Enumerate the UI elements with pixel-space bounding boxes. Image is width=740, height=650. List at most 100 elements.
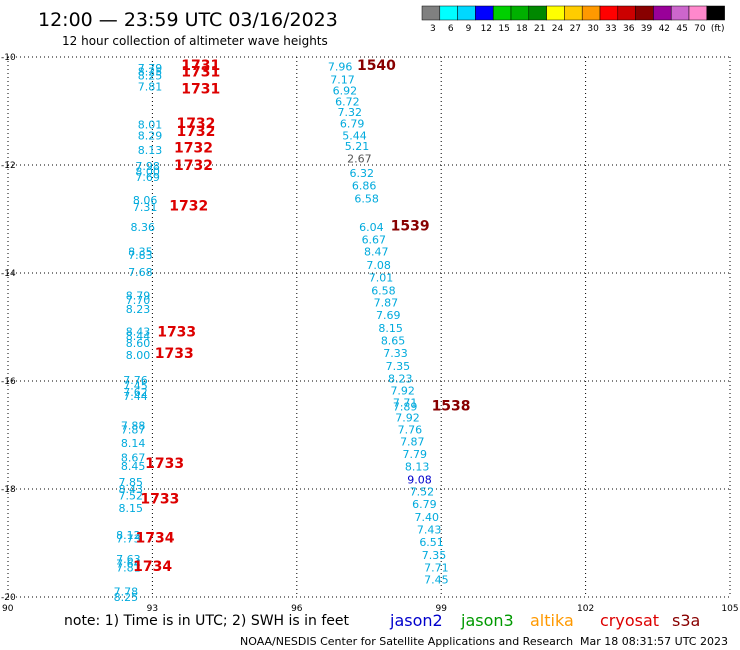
wave-height-value: 8.36 bbox=[131, 221, 156, 234]
x-tick-label: 99 bbox=[435, 604, 447, 614]
wave-height-value: 6.67 bbox=[362, 234, 387, 247]
wave-height-value: 7.63 bbox=[116, 553, 141, 566]
x-tick-label: 90 bbox=[2, 604, 14, 614]
scale-swatch bbox=[706, 5, 725, 21]
wave-height-value: 7.79 bbox=[138, 62, 163, 75]
wave-height-value: 7.71 bbox=[424, 561, 449, 574]
wave-height-value: 8.15 bbox=[378, 322, 403, 335]
wave-height-value: 8.14 bbox=[121, 437, 146, 450]
scale-label: 39 bbox=[641, 24, 653, 34]
wave-height-value: 8.12 bbox=[116, 529, 141, 542]
scale-swatch bbox=[421, 5, 441, 21]
pass-time-label: 1538 bbox=[432, 398, 471, 414]
wave-height-value: 8.25 bbox=[114, 591, 139, 604]
scale-label: 21 bbox=[534, 24, 545, 34]
scale-swatch bbox=[439, 5, 458, 21]
pass-time-label: 1732 bbox=[174, 141, 213, 157]
wave-height-value: 7.45 bbox=[123, 379, 148, 392]
wave-height-value: 8.25 bbox=[138, 69, 163, 82]
pass-time-label: 1539 bbox=[391, 218, 430, 234]
scale-label: 6 bbox=[448, 24, 454, 34]
wave-height-value: 8.00 bbox=[126, 349, 151, 362]
wave-height-value: 7.81 bbox=[138, 81, 163, 94]
wave-height-value: 7.70 bbox=[126, 294, 151, 307]
pass-time-label: 1733 bbox=[145, 456, 184, 472]
grid bbox=[7, 56, 731, 598]
wave-height-value: 7.31 bbox=[133, 201, 158, 214]
y-tick-label: -14 bbox=[1, 269, 16, 279]
scale-swatch bbox=[528, 5, 547, 21]
wave-height-value: 8.23 bbox=[388, 372, 413, 385]
wave-height-value: 7.85 bbox=[118, 476, 143, 489]
wave-height-value: 6.86 bbox=[352, 180, 377, 193]
wave-height-value: 7.69 bbox=[135, 171, 160, 184]
wave-height-value: 6.72 bbox=[335, 95, 360, 108]
wave-height-value: 5.44 bbox=[342, 129, 367, 142]
scale-label: 36 bbox=[623, 24, 635, 34]
wave-height-value: 7.87 bbox=[374, 297, 399, 310]
wave-height-value: 8.35 bbox=[128, 245, 153, 258]
y-tick-label: -12 bbox=[1, 161, 16, 171]
scale-swatch bbox=[688, 5, 708, 21]
pass-time-label: 1732 bbox=[169, 199, 208, 215]
pass-time-labels: 1731173117311732173217321732173217331733… bbox=[133, 58, 470, 575]
scale-swatch bbox=[599, 5, 619, 21]
pass-time-label: 1734 bbox=[136, 531, 175, 547]
wave-height-value: 8.43 bbox=[126, 325, 151, 338]
wave-height-value: 7.44 bbox=[123, 390, 148, 403]
pass-time-label: 1732 bbox=[174, 158, 213, 174]
wave-height-value: 8.44 bbox=[126, 330, 151, 343]
pass-time-label: 1734 bbox=[133, 559, 172, 575]
scale-swatch bbox=[564, 5, 583, 21]
wave-height-value: 7.76 bbox=[123, 374, 148, 387]
color-scale-legend: 3 6 9 12 15 18 21 24 27 30 33 36 39 42 45 70 (ft) bbox=[421, 5, 725, 34]
wave-height-value: 6.58 bbox=[354, 192, 379, 205]
wave-height-value: 7.87 bbox=[121, 424, 146, 437]
x-tick-label: 105 bbox=[721, 604, 738, 614]
wave-height-value: 8.13 bbox=[405, 460, 430, 473]
pass-time-label: 1733 bbox=[157, 324, 196, 340]
satellite-jason2-label: jason2 bbox=[389, 611, 443, 630]
wave-height-value: 6.79 bbox=[412, 498, 437, 511]
scale-label: 3 bbox=[430, 24, 436, 34]
wave-height-value: 8.13 bbox=[138, 144, 163, 157]
wave-height-value: 5.21 bbox=[345, 140, 370, 153]
scale-swatch bbox=[635, 5, 654, 21]
scale-label: 45 bbox=[676, 24, 687, 34]
wave-height-value: 7.52 bbox=[410, 486, 435, 499]
wave-height-value: 9.08 bbox=[407, 473, 432, 486]
wave-height-value: 8.79 bbox=[126, 290, 151, 303]
wave-height-value: 7.81 bbox=[116, 561, 141, 574]
scale-swatch bbox=[653, 5, 672, 21]
wave-height-value: 8.45 bbox=[121, 460, 146, 473]
wave-height-value: 7.76 bbox=[398, 424, 423, 437]
wave-height-value: 6.58 bbox=[371, 284, 396, 297]
pass-time-label: 1540 bbox=[357, 58, 396, 74]
wave-height-value: 7.52 bbox=[118, 489, 143, 502]
wave-height-value: 7.87 bbox=[400, 435, 425, 448]
satellite-legend: jason2 jason3 altika cryosat s3a bbox=[389, 611, 700, 630]
wave-height-value: 7.45 bbox=[424, 574, 449, 587]
wave-height-value: 8.23 bbox=[126, 303, 151, 316]
wave-height-value: 6.79 bbox=[340, 117, 365, 130]
wave-height-value: 8.06 bbox=[133, 194, 158, 207]
wave-height-value: 7.68 bbox=[128, 266, 153, 279]
scale-swatch bbox=[492, 5, 512, 21]
scale-label: 15 bbox=[498, 24, 509, 34]
chart-subtitle: 12 hour collection of altimeter wave hei… bbox=[62, 34, 328, 48]
wave-height-value: 7.62 bbox=[123, 386, 148, 399]
scale-label: 9 bbox=[466, 24, 472, 34]
chart-title: 12:00 — 23:59 UTC 03/16/2023 bbox=[38, 9, 338, 31]
scale-swatch bbox=[670, 5, 690, 21]
wave-height-value: 8.43 bbox=[118, 483, 143, 496]
y-tick-label: -18 bbox=[1, 485, 16, 495]
pass-time-label: 1731 bbox=[181, 81, 220, 97]
scale-label: 24 bbox=[552, 24, 564, 34]
x-tick-label: 96 bbox=[291, 604, 303, 614]
satellite-jason3-label: jason3 bbox=[460, 611, 514, 630]
pass-time-label: 1731 bbox=[181, 65, 220, 81]
wave-height-value: 8.01 bbox=[138, 119, 163, 132]
scale-label: 42 bbox=[659, 24, 670, 34]
wave-height-value: 7.69 bbox=[376, 309, 401, 322]
